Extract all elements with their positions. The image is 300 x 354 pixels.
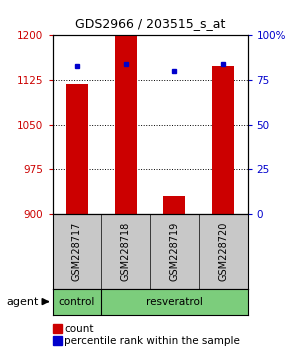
- Text: GSM228720: GSM228720: [218, 222, 228, 281]
- Text: agent: agent: [6, 297, 38, 307]
- Text: GSM228719: GSM228719: [169, 222, 179, 281]
- Text: count: count: [64, 324, 94, 333]
- Text: resveratrol: resveratrol: [146, 297, 203, 307]
- Bar: [66, 84, 88, 214]
- Text: percentile rank within the sample: percentile rank within the sample: [64, 336, 240, 346]
- Text: GSM228718: GSM228718: [121, 222, 130, 281]
- Text: control: control: [59, 297, 95, 307]
- Bar: [212, 67, 234, 214]
- Bar: [164, 196, 185, 214]
- Bar: [52, 324, 62, 333]
- Bar: [115, 35, 136, 214]
- Text: GSM228717: GSM228717: [72, 222, 82, 281]
- Bar: [52, 336, 62, 345]
- Text: GDS2966 / 203515_s_at: GDS2966 / 203515_s_at: [75, 17, 225, 30]
